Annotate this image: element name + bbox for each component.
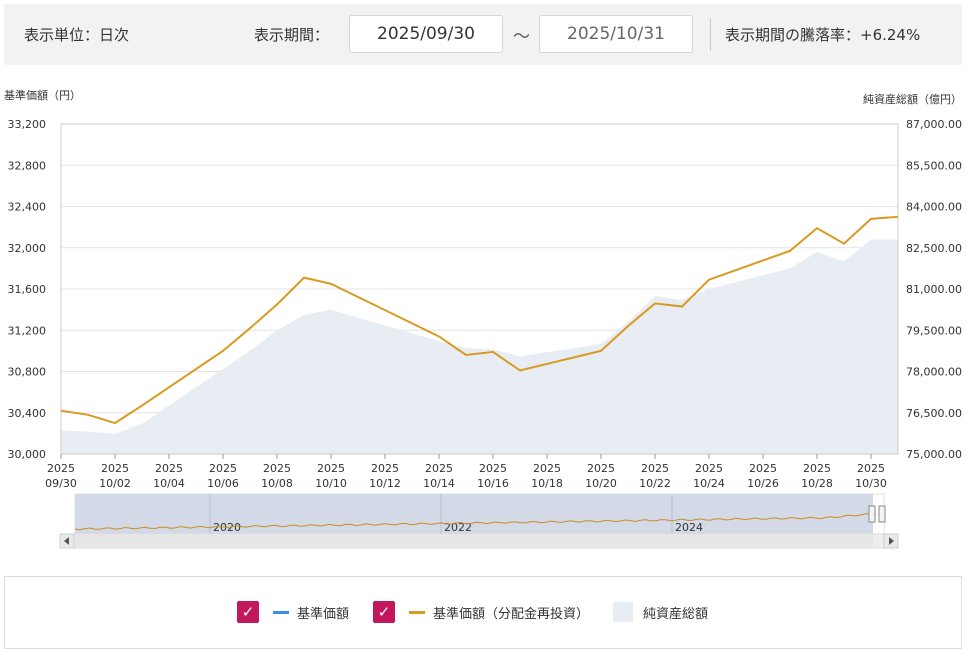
- right-tick-label: 85,500.00: [906, 159, 962, 172]
- x-tick-year: 2025: [803, 462, 831, 475]
- x-tick-year: 2025: [101, 462, 129, 475]
- x-tick-date: 10/14: [423, 477, 455, 490]
- x-tick-date: 10/24: [693, 477, 725, 490]
- plot-frame: [60, 123, 899, 455]
- navigator-range-mask: [75, 494, 873, 534]
- net-assets-area: [61, 239, 898, 454]
- x-tick-date: 10/18: [531, 477, 563, 490]
- display-unit-label: 表示単位：日次: [24, 26, 130, 44]
- legend: ✓ 基準価額 ✓ 基準価額（分配金再投資） 純資産総額: [4, 576, 962, 649]
- x-tick-year: 2025: [857, 462, 885, 475]
- x-tick-date: 10/10: [315, 477, 347, 490]
- start-date-input[interactable]: [349, 15, 503, 53]
- x-tick-date: 10/12: [369, 477, 401, 490]
- x-tick-date: 10/08: [261, 477, 293, 490]
- nav-checkbox[interactable]: ✓: [237, 601, 259, 623]
- x-tick-date: 09/30: [45, 477, 77, 490]
- x-tick-year: 2025: [371, 462, 399, 475]
- legend-label-reinvested[interactable]: 基準価額（分配金再投資）: [433, 606, 590, 622]
- x-tick-date: 10/30: [855, 477, 887, 490]
- right-tick-label: 84,000.00: [906, 201, 962, 214]
- date-separator: 〜: [513, 27, 530, 47]
- x-tick-year: 2025: [425, 462, 453, 475]
- scroll-right-arrow-icon: [889, 537, 894, 545]
- left-tick-label: 30,800: [8, 366, 47, 379]
- x-tick-date: 10/16: [477, 477, 509, 490]
- x-tick-year: 2025: [479, 462, 507, 475]
- right-tick-label: 79,500.00: [906, 324, 962, 337]
- x-tick-year: 2025: [641, 462, 669, 475]
- control-bar: 表示単位：日次 表示期間： 〜 表示期間の騰落率：+6.24%: [4, 4, 962, 65]
- fund-chart: 基準価額（円） 純資産総額（億円） 33,200 32,800 32,400 32,000…: [4, 88, 962, 549]
- right-tick-label: 87,000.00: [906, 118, 962, 131]
- x-tick-date: 10/26: [747, 477, 779, 490]
- scrollbar-thumb[interactable]: [75, 535, 873, 547]
- scroll-left-arrow-icon: [64, 537, 69, 545]
- right-tick-label: 76,500.00: [906, 407, 962, 420]
- navigator-handle-right[interactable]: [878, 505, 886, 523]
- reinvested-line-swatch: [409, 610, 426, 614]
- reinvested-nav-checkbox[interactable]: ✓: [373, 601, 396, 623]
- net-assets-area-swatch: [613, 602, 634, 622]
- x-tick-year: 2025: [155, 462, 183, 475]
- left-tick-label: 32,800: [8, 159, 47, 172]
- right-tick-label: 82,500.00: [906, 242, 962, 255]
- x-tick-year: 2025: [317, 462, 345, 475]
- divider: [710, 18, 711, 51]
- x-tick-year: 2025: [47, 462, 75, 475]
- left-tick-label: 31,600: [8, 283, 47, 296]
- left-tick-label: 33,200: [8, 118, 47, 131]
- display-period-label: 表示期間：: [254, 26, 330, 44]
- x-tick-date: 10/06: [207, 477, 239, 490]
- right-axis-title: 純資産総額（億円）: [863, 92, 962, 106]
- x-tick-year: 2025: [749, 462, 777, 475]
- x-tick-date: 10/28: [801, 477, 833, 490]
- x-tick-date: 10/20: [585, 477, 617, 490]
- end-date-input[interactable]: [539, 15, 693, 53]
- navigator-line: [74, 513, 877, 531]
- left-tick-label: 32,400: [8, 201, 47, 214]
- left-tick-label: 32,000: [8, 242, 47, 255]
- right-tick-label: 81,000.00: [906, 283, 962, 296]
- x-tick-year: 2025: [263, 462, 291, 475]
- left-tick-label: 31,200: [8, 324, 47, 337]
- period-change-rate: 表示期間の騰落率：+6.24%: [725, 26, 921, 44]
- left-tick-label: 30,000: [8, 448, 47, 461]
- navigator-handle-left[interactable]: [868, 505, 876, 523]
- x-tick-date: 10/04: [153, 477, 185, 490]
- nav-line-swatch: [273, 610, 289, 614]
- x-tick-year: 2025: [209, 462, 237, 475]
- x-tick-year: 2025: [533, 462, 561, 475]
- x-tick-year: 2025: [695, 462, 723, 475]
- left-tick-label: 30,400: [8, 407, 47, 420]
- left-axis-title: 基準価額（円）: [4, 88, 81, 102]
- right-tick-label: 78,000.00: [906, 366, 962, 379]
- reinvested-nav-line: [60, 215, 899, 425]
- x-tick-year: 2025: [587, 462, 615, 475]
- legend-label-nav[interactable]: 基準価額: [297, 606, 350, 622]
- right-tick-label: 75,000.00: [906, 448, 962, 461]
- legend-label-net-assets[interactable]: 純資産総額: [643, 606, 709, 622]
- x-tick-date: 10/22: [639, 477, 671, 490]
- x-tick-date: 10/02: [99, 477, 131, 490]
- navigator-year-label: 2024: [675, 521, 703, 534]
